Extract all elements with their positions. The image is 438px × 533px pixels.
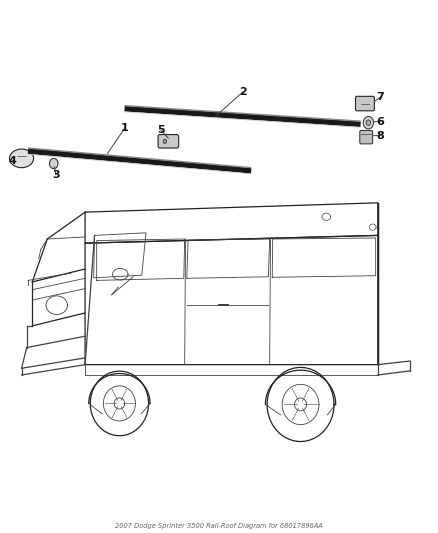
Text: 8: 8 <box>377 131 384 141</box>
Text: 3: 3 <box>52 170 60 180</box>
Text: 2007 Dodge Sprinter 3500 Rail-Roof Diagram for 68017896AA: 2007 Dodge Sprinter 3500 Rail-Roof Diagr… <box>115 523 323 529</box>
Text: 4: 4 <box>8 157 16 166</box>
Ellipse shape <box>10 149 34 168</box>
Text: 5: 5 <box>157 125 165 135</box>
Text: 7: 7 <box>377 92 384 102</box>
Circle shape <box>363 117 374 129</box>
Circle shape <box>366 120 371 125</box>
FancyBboxPatch shape <box>360 131 373 144</box>
Circle shape <box>163 139 166 143</box>
FancyBboxPatch shape <box>356 96 374 111</box>
Circle shape <box>49 158 58 169</box>
Text: 6: 6 <box>376 117 384 127</box>
FancyBboxPatch shape <box>158 134 179 148</box>
Text: 1: 1 <box>121 123 128 133</box>
Text: 2: 2 <box>239 87 247 97</box>
